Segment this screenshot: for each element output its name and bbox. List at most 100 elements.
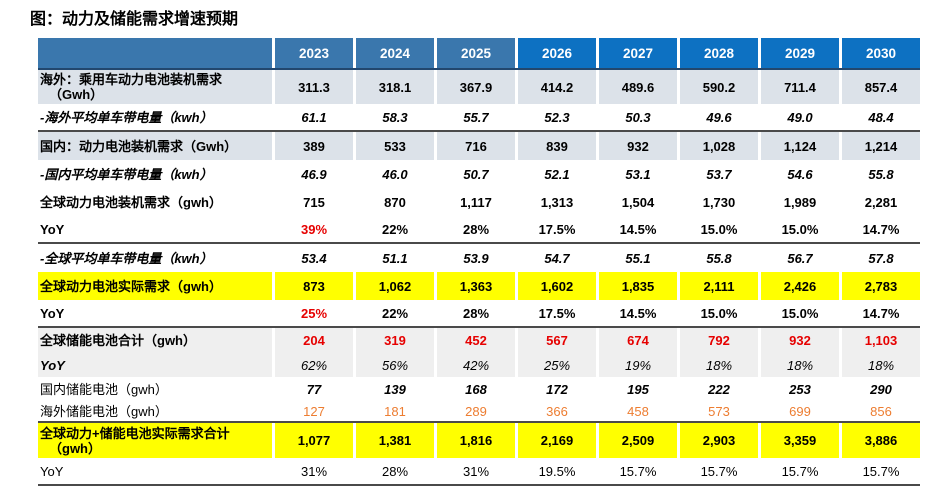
year-header-2030: 2030 [839,38,920,68]
value-cell: 311.3 [272,70,353,104]
value-cell: 1,816 [434,423,515,458]
value-cell: 51.1 [353,244,434,272]
row-label: YoY [40,463,64,479]
table-row: YoY 25% 22% 28% 17.5% 14.5% 15.0% 15.0% 14.7% [38,300,920,328]
value-cell: 17.5% [515,300,596,326]
value-cell: 15.0% [677,300,758,326]
value-cell: 1,363 [434,272,515,300]
value-cell: 1,124 [758,132,839,160]
value-cell: 2,426 [758,272,839,300]
value-cell: 14.5% [596,216,677,242]
row-label: 全球动力+储能电池实际需求合计 （gwh） [40,425,230,456]
row-label: 国内储能电池（gwh） [40,381,168,397]
row-label: YoY [40,221,65,237]
row-label: -国内平均单车带电量（kwh） [40,166,213,182]
table-row: YoY 31% 28% 31% 19.5% 15.7% 15.7% 15.7% 15.7% [38,458,920,486]
value-cell: 39% [272,216,353,242]
value-cell: 590.2 [677,70,758,104]
value-cell: 319 [353,328,434,353]
value-cell: 3,359 [758,423,839,458]
value-cell: 1,077 [272,423,353,458]
value-cell: 18% [839,353,920,377]
value-cell: 389 [272,132,353,160]
value-cell: 367.9 [434,70,515,104]
value-cell: 195 [596,377,677,401]
value-cell: 715 [272,188,353,216]
value-cell: 31% [434,458,515,484]
value-cell: 2,281 [839,188,920,216]
value-cell: 127 [272,401,353,421]
row-label: 全球动力电池实际需求（gwh） [40,278,222,294]
value-cell: 46.9 [272,160,353,188]
value-cell: 28% [353,458,434,484]
value-cell: 573 [677,401,758,421]
row-label: 全球储能电池合计（gwh） [40,333,196,348]
value-cell: 49.0 [758,104,839,130]
value-cell: 50.3 [596,104,677,130]
value-cell: 699 [758,401,839,421]
value-cell: 14.7% [839,216,920,242]
value-cell: 674 [596,328,677,353]
table-row: 国内储能电池（gwh） 77 139 168 172 195 222 253 290 [38,377,920,401]
value-cell: 15.0% [677,216,758,242]
value-cell: 2,169 [515,423,596,458]
value-cell: 46.0 [353,160,434,188]
value-cell: 873 [272,272,353,300]
table-row: YoY 39% 22% 28% 17.5% 14.5% 15.0% 15.0% 14.7% [38,216,920,244]
value-cell: 253 [758,377,839,401]
value-cell: 458 [596,401,677,421]
value-cell: 53.4 [272,244,353,272]
row-label: YoY [40,357,65,373]
value-cell: 58.3 [353,104,434,130]
value-cell: 19.5% [515,458,596,484]
value-cell: 14.7% [839,300,920,326]
value-cell: 1,504 [596,188,677,216]
value-cell: 932 [596,132,677,160]
value-cell: 54.7 [515,244,596,272]
value-cell: 716 [434,132,515,160]
year-header-2026: 2026 [515,38,596,68]
table-row: 全球储能电池合计（gwh） 204 319 452 567 674 792 932 1,103 [38,328,920,353]
table-row: 国内：动力电池装机需求（Gwh） 389 533 716 839 932 1,028 1,12… [38,132,920,160]
value-cell: 2,903 [677,423,758,458]
value-cell: 204 [272,328,353,353]
forecast-table: 2023 2024 2025 2026 2027 2028 2029 2030 海外：乘用车动… [38,38,920,486]
value-cell: 19% [596,353,677,377]
value-cell: 57.8 [839,244,920,272]
value-cell: 28% [434,216,515,242]
value-cell: 15.7% [758,458,839,484]
table-row: 海外：乘用车动力电池装机需求 （Gwh） 311.3 318.1 367.9 414.2 4… [38,70,920,104]
value-cell: 567 [515,328,596,353]
year-header-2027: 2027 [596,38,677,68]
value-cell: 533 [353,132,434,160]
value-cell: 61.1 [272,104,353,130]
row-label: -海外平均单车带电量（kwh） [40,109,213,125]
value-cell: 53.9 [434,244,515,272]
value-cell: 2,111 [677,272,758,300]
value-cell: 857.4 [839,70,920,104]
year-header-2028: 2028 [677,38,758,68]
value-cell: 839 [515,132,596,160]
value-cell: 792 [677,328,758,353]
value-cell: 452 [434,328,515,353]
table-row: 全球动力+储能电池实际需求合计 （gwh） 1,077 1,381 1,816 2,169… [38,423,920,458]
value-cell: 168 [434,377,515,401]
value-cell: 1,062 [353,272,434,300]
value-cell: 42% [434,353,515,377]
value-cell: 55.7 [434,104,515,130]
value-cell: 139 [353,377,434,401]
value-cell: 25% [272,300,353,326]
value-cell: 18% [677,353,758,377]
year-header-2029: 2029 [758,38,839,68]
value-cell: 49.6 [677,104,758,130]
value-cell: 1,602 [515,272,596,300]
value-cell: 290 [839,377,920,401]
value-cell: 52.1 [515,160,596,188]
table-row: -全球平均单车带电量（kwh） 53.4 51.1 53.9 54.7 55.1 55.8 5… [38,244,920,272]
value-cell: 18% [758,353,839,377]
value-cell: 1,103 [839,328,920,353]
value-cell: 56% [353,353,434,377]
value-cell: 172 [515,377,596,401]
value-cell: 15.0% [758,216,839,242]
value-cell: 489.6 [596,70,677,104]
